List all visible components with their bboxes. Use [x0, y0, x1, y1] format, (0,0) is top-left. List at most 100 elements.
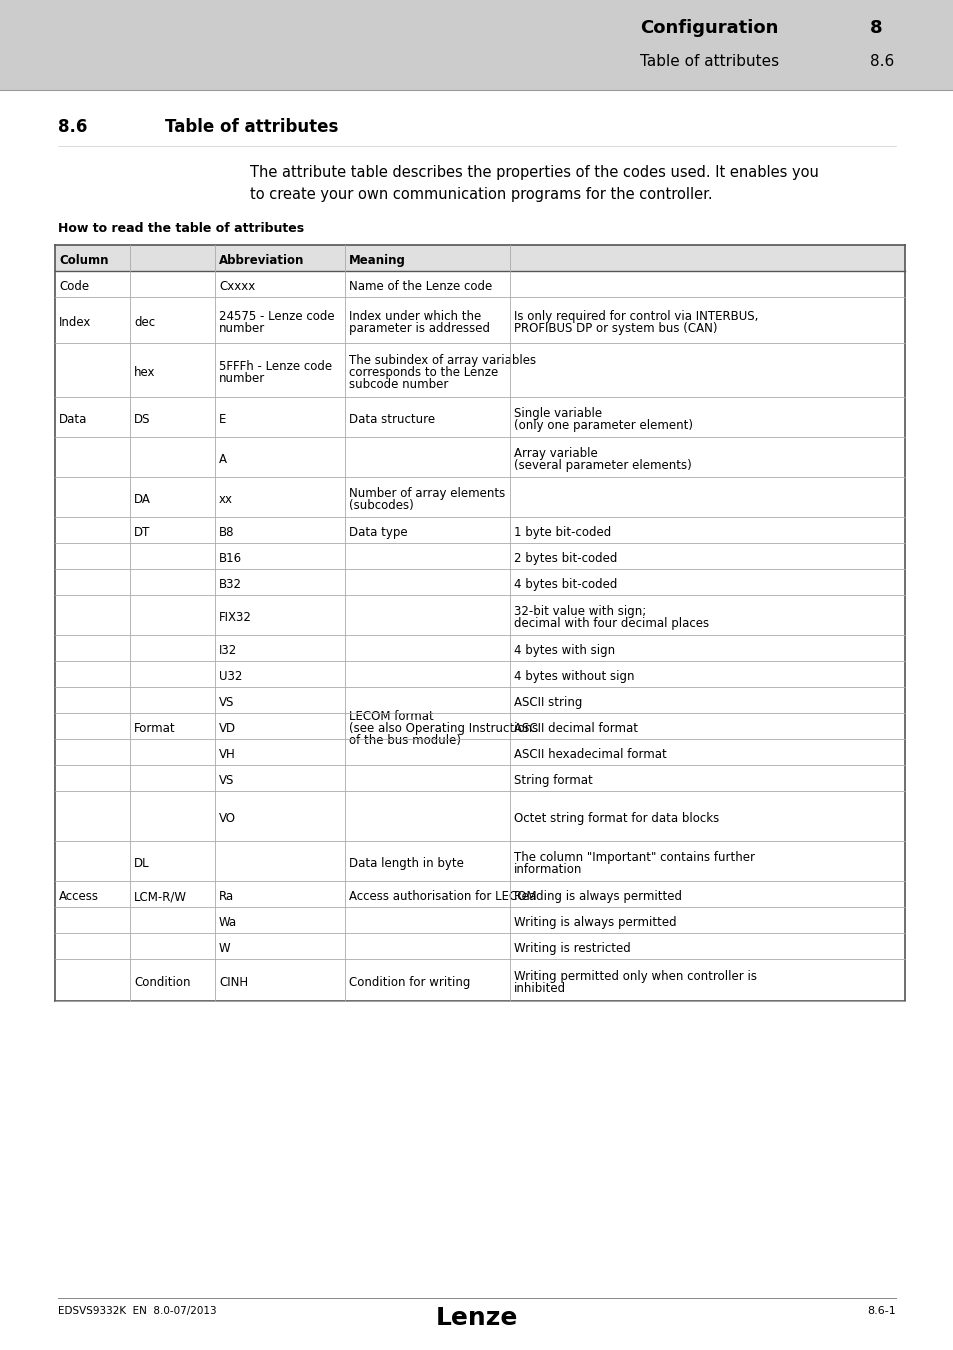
Text: number: number: [219, 323, 265, 335]
Text: Abbreviation: Abbreviation: [219, 254, 304, 267]
Text: 32-bit value with sign;: 32-bit value with sign;: [514, 605, 645, 618]
Text: 2 bytes bit-coded: 2 bytes bit-coded: [514, 552, 617, 566]
Text: U32: U32: [219, 670, 242, 683]
Text: B16: B16: [219, 552, 242, 566]
Text: hex: hex: [133, 366, 155, 379]
Text: LECOM format: LECOM format: [349, 710, 434, 724]
Bar: [55, 244, 904, 271]
Text: Code: Code: [59, 281, 89, 293]
Text: Column: Column: [59, 254, 109, 267]
Bar: [55, 517, 904, 543]
Text: 4 bytes bit-coded: 4 bytes bit-coded: [514, 578, 617, 591]
Text: The attribute table describes the properties of the codes used. It enables you: The attribute table describes the proper…: [250, 165, 818, 180]
Text: E: E: [219, 413, 226, 427]
Text: ASCII hexadecimal format: ASCII hexadecimal format: [514, 748, 666, 761]
Text: Format: Format: [133, 722, 175, 736]
Text: Meaning: Meaning: [349, 254, 405, 267]
Text: 8.6: 8.6: [869, 54, 893, 69]
Bar: [55, 662, 904, 687]
Text: The column "Important" contains further: The column "Important" contains further: [514, 850, 754, 864]
Text: Ra: Ra: [219, 890, 233, 903]
Text: Writing is restricted: Writing is restricted: [514, 942, 630, 956]
Text: Array variable: Array variable: [514, 447, 598, 460]
Bar: [55, 882, 904, 907]
Text: Data type: Data type: [349, 526, 407, 539]
Text: Index under which the: Index under which the: [349, 310, 480, 323]
Text: 8: 8: [869, 19, 882, 36]
Text: 24575 - Lenze code: 24575 - Lenze code: [219, 310, 335, 323]
Text: Reading is always permitted: Reading is always permitted: [514, 890, 681, 903]
Bar: [55, 687, 904, 713]
Text: xx: xx: [219, 493, 233, 506]
Text: Table of attributes: Table of attributes: [165, 117, 338, 136]
Text: (several parameter elements): (several parameter elements): [514, 459, 691, 472]
Bar: [55, 437, 904, 477]
Text: to create your own communication programs for the controller.: to create your own communication program…: [250, 188, 712, 202]
Text: Index: Index: [59, 316, 91, 329]
Text: B32: B32: [219, 578, 242, 591]
Bar: [55, 397, 904, 437]
Text: CINH: CINH: [219, 976, 248, 990]
Text: FIX32: FIX32: [219, 612, 252, 624]
Text: EDSVS9332K  EN  8.0-07/2013: EDSVS9332K EN 8.0-07/2013: [58, 1305, 216, 1316]
Text: decimal with four decimal places: decimal with four decimal places: [514, 617, 708, 630]
Text: How to read the table of attributes: How to read the table of attributes: [58, 221, 304, 235]
Text: I32: I32: [219, 644, 237, 657]
Bar: [55, 343, 904, 397]
Text: B8: B8: [219, 526, 234, 539]
Text: corresponds to the Lenze: corresponds to the Lenze: [349, 366, 497, 379]
Text: ASCII string: ASCII string: [514, 697, 581, 709]
Text: 4 bytes without sign: 4 bytes without sign: [514, 670, 634, 683]
Text: Data length in byte: Data length in byte: [349, 857, 463, 871]
Text: Condition for writing: Condition for writing: [349, 976, 470, 990]
Bar: [55, 841, 904, 882]
Text: information: information: [514, 863, 581, 876]
Bar: [55, 907, 904, 933]
Text: dec: dec: [133, 316, 155, 329]
Text: Access: Access: [59, 890, 99, 903]
Text: Name of the Lenze code: Name of the Lenze code: [349, 281, 492, 293]
Text: Data: Data: [59, 413, 88, 427]
Text: Single variable: Single variable: [514, 408, 601, 420]
Text: number: number: [219, 373, 265, 385]
Text: parameter is addressed: parameter is addressed: [349, 323, 490, 335]
Bar: [55, 713, 904, 738]
Bar: [0, 0, 953, 90]
Text: DT: DT: [133, 526, 151, 539]
Text: 1 byte bit-coded: 1 byte bit-coded: [514, 526, 611, 539]
Text: The subindex of array variables: The subindex of array variables: [349, 354, 536, 367]
Text: Cxxxx: Cxxxx: [219, 281, 255, 293]
Text: Table of attributes: Table of attributes: [639, 54, 779, 69]
Text: PROFIBUS DP or system bus (CAN): PROFIBUS DP or system bus (CAN): [514, 323, 717, 335]
Text: (see also Operating Instructions: (see also Operating Instructions: [349, 722, 537, 736]
Bar: [55, 765, 904, 791]
Text: Wa: Wa: [219, 917, 237, 929]
Text: of the bus module): of the bus module): [349, 734, 460, 747]
Text: Data structure: Data structure: [349, 413, 435, 427]
Text: ASCII decimal format: ASCII decimal format: [514, 722, 638, 736]
Bar: [55, 595, 904, 634]
Text: Configuration: Configuration: [639, 19, 778, 36]
Text: W: W: [219, 942, 231, 956]
Text: 8.6-1: 8.6-1: [866, 1305, 895, 1316]
Text: DA: DA: [133, 493, 151, 506]
Text: Writing is always permitted: Writing is always permitted: [514, 917, 676, 929]
Text: LCM-R/W: LCM-R/W: [133, 890, 187, 903]
Bar: [55, 568, 904, 595]
Text: subcode number: subcode number: [349, 378, 448, 392]
Text: Is only required for control via INTERBUS,: Is only required for control via INTERBU…: [514, 310, 758, 323]
Bar: [55, 477, 904, 517]
Text: inhibited: inhibited: [514, 983, 565, 995]
Text: (only one parameter element): (only one parameter element): [514, 418, 692, 432]
Text: VS: VS: [219, 774, 234, 787]
Text: VD: VD: [219, 722, 236, 736]
Bar: [55, 958, 904, 1000]
Text: Writing permitted only when controller is: Writing permitted only when controller i…: [514, 971, 757, 983]
Text: A: A: [219, 454, 227, 466]
Text: VH: VH: [219, 748, 235, 761]
Text: String format: String format: [514, 774, 592, 787]
Text: 5FFFh - Lenze code: 5FFFh - Lenze code: [219, 360, 332, 373]
Text: Lenze: Lenze: [436, 1305, 517, 1330]
Text: Number of array elements: Number of array elements: [349, 487, 505, 500]
Text: VO: VO: [219, 813, 235, 825]
